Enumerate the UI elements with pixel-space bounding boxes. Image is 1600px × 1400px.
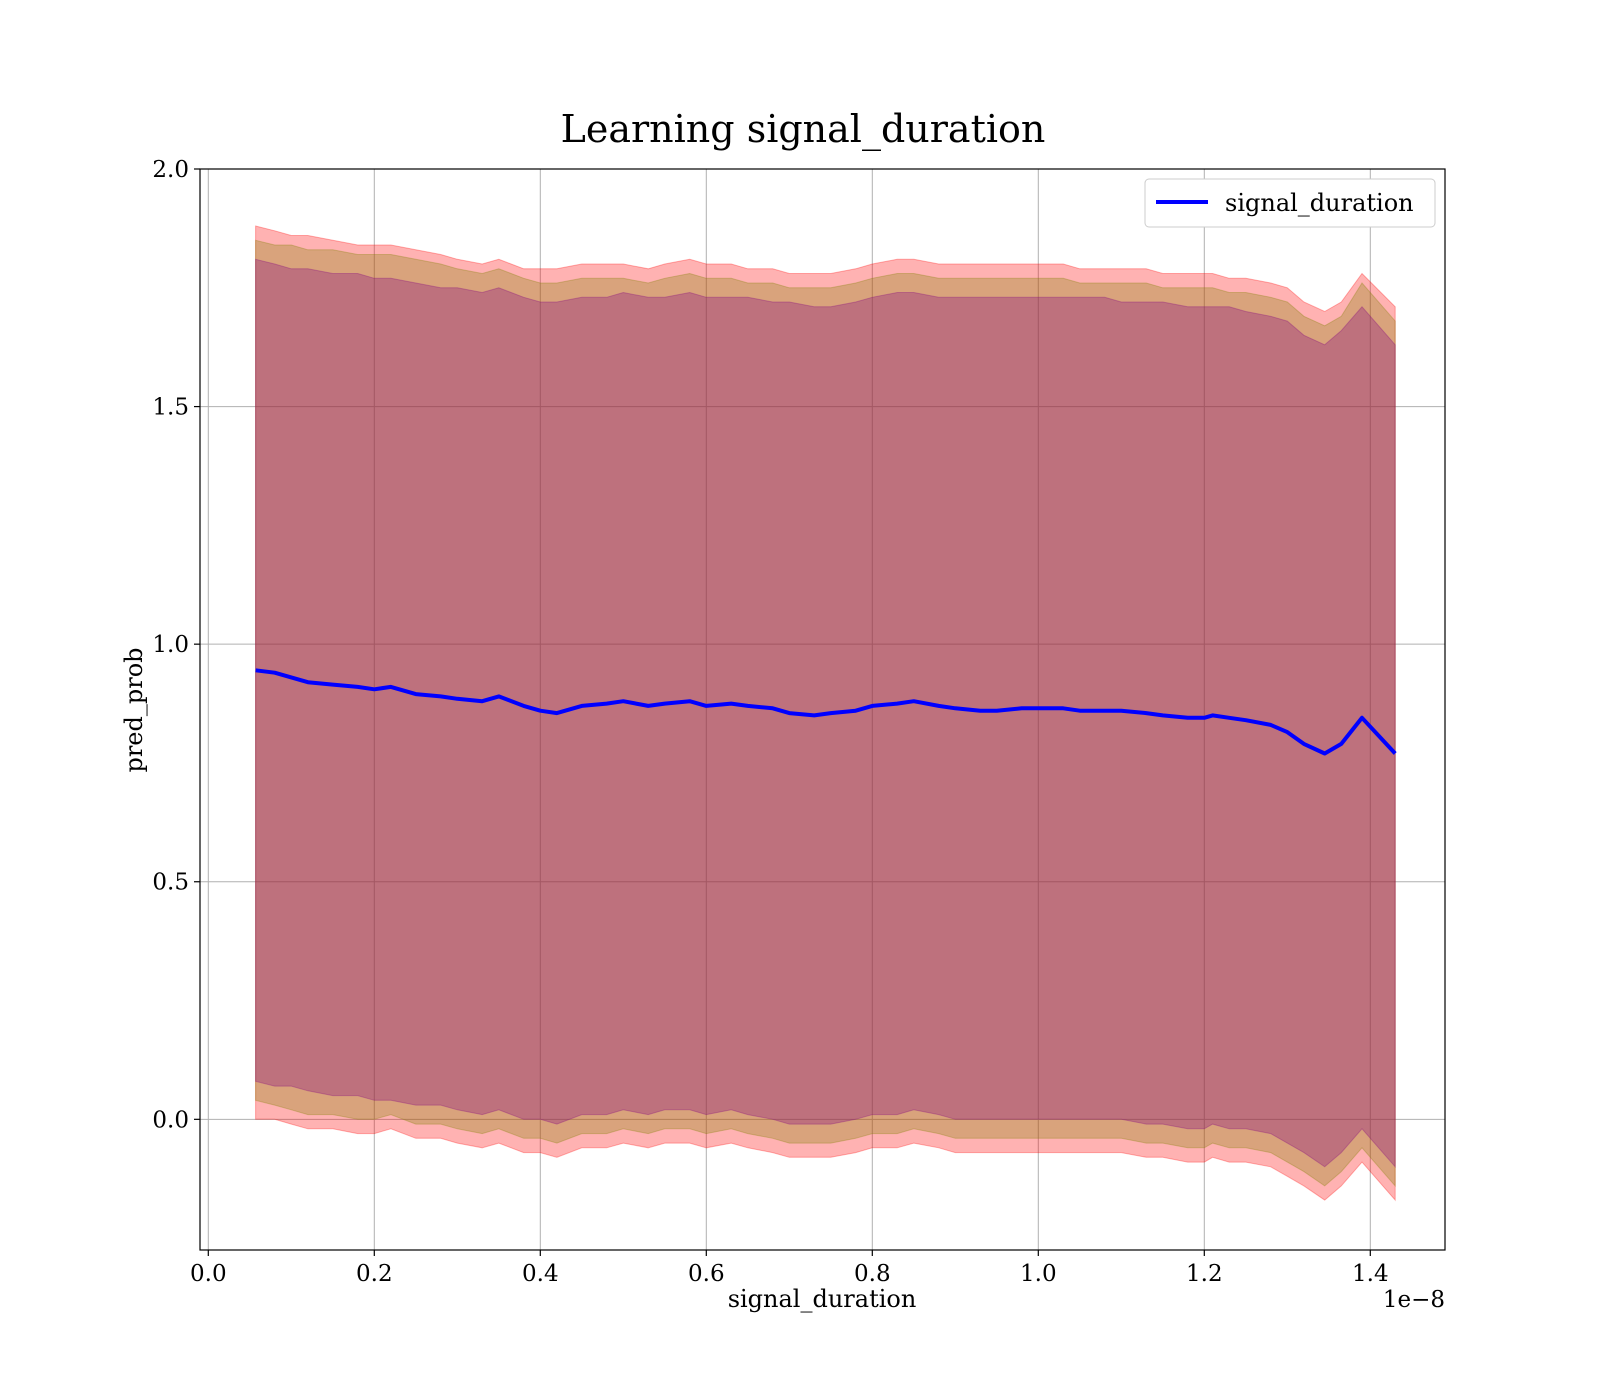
x-tick-label: 0.6 xyxy=(688,1261,725,1287)
legend: signal_duration xyxy=(1144,178,1436,228)
series-lines xyxy=(255,668,1397,756)
plot-frame xyxy=(199,168,1446,1251)
x-axis-label: signal_duration xyxy=(728,1285,917,1313)
series-line-0 xyxy=(255,668,1397,756)
y-axis-ticks: 0.0 0.5 1.0 1.5 2.0 xyxy=(152,157,200,1133)
x-tick-label: 0.8 xyxy=(854,1261,891,1287)
y-tick-label: 1.0 xyxy=(152,632,189,658)
x-axis-ticks: 0.0 0.2 0.4 0.6 0.8 1.0 1.2 1.4 xyxy=(190,1250,1389,1287)
y-axis-label: pred_prob xyxy=(120,647,148,772)
x-offset-label: 1e−8 xyxy=(1383,1287,1445,1313)
legend-box xyxy=(1144,178,1436,228)
y-tick-label: 0.5 xyxy=(152,870,189,896)
x-tick-label: 0.0 xyxy=(190,1261,227,1287)
y-tick-label: 1.5 xyxy=(152,395,189,421)
y-tick-label: 2.0 xyxy=(152,157,189,183)
x-tick-label: 0.2 xyxy=(356,1261,393,1287)
x-tick-label: 1.2 xyxy=(1186,1261,1223,1287)
x-tick-label: 1.0 xyxy=(1020,1261,1057,1287)
legend-label-signal-duration: signal_duration xyxy=(1225,189,1414,217)
x-tick-label: 1.4 xyxy=(1352,1261,1389,1287)
y-tick-label: 0.0 xyxy=(152,1107,189,1133)
chart-title: Learning signal_duration xyxy=(561,107,1046,152)
x-tick-label: 0.4 xyxy=(522,1261,559,1287)
